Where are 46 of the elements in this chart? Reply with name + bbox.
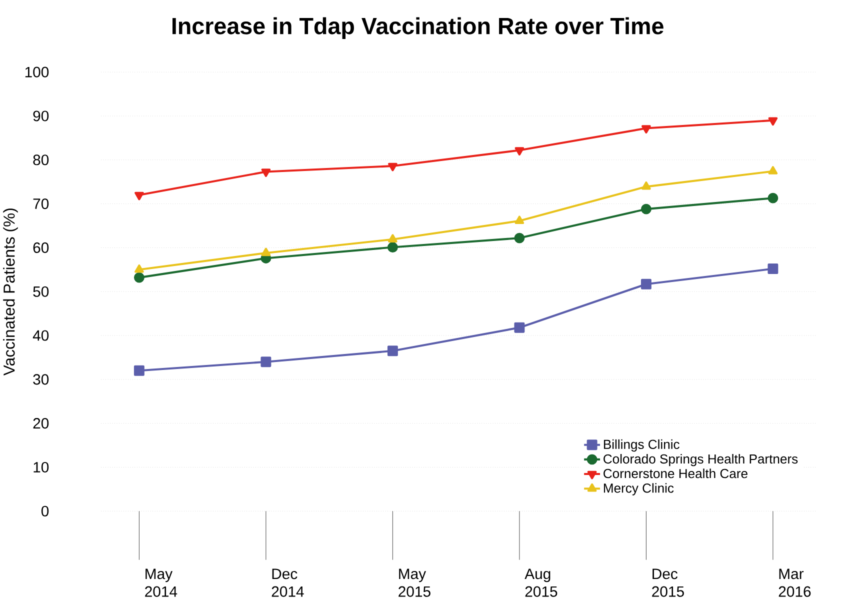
y-tick-label: 30 bbox=[33, 374, 49, 385]
point bbox=[768, 192, 778, 204]
x-tick-label: Aug 2015 bbox=[524, 568, 558, 597]
point bbox=[260, 356, 272, 368]
chart-title: Increase in Tdap Vaccination Rate over Time bbox=[172, 17, 664, 39]
point bbox=[642, 125, 651, 134]
x-tick-label: May 2015 bbox=[398, 568, 430, 597]
point bbox=[387, 242, 398, 252]
legend-label: Billings Clinic bbox=[604, 439, 680, 452]
point bbox=[134, 264, 144, 273]
point bbox=[514, 322, 525, 333]
point bbox=[387, 346, 398, 356]
y-axis-title: Vaccinated Patients (%) bbox=[3, 208, 18, 376]
y-tick-label: 50 bbox=[33, 286, 49, 297]
point bbox=[388, 234, 398, 242]
point bbox=[261, 168, 271, 177]
point bbox=[768, 264, 778, 274]
x-tick-label: Dec 2015 bbox=[652, 568, 684, 597]
y-tick-label: 40 bbox=[32, 330, 49, 341]
point bbox=[642, 181, 651, 190]
y-tick-label: 60 bbox=[33, 242, 49, 253]
point bbox=[388, 162, 398, 172]
y-tick-label: 0 bbox=[41, 506, 49, 516]
point bbox=[134, 192, 144, 200]
y-tick-label: 70 bbox=[33, 198, 49, 210]
legend-label: Mercy Clinic bbox=[604, 483, 674, 496]
point bbox=[134, 272, 144, 283]
point bbox=[768, 117, 778, 126]
legend-label: Colorado Springs Health Partners bbox=[604, 454, 798, 466]
point bbox=[640, 204, 652, 214]
point bbox=[640, 278, 652, 290]
point bbox=[514, 232, 525, 244]
point bbox=[768, 166, 778, 174]
x-tick-label: Mar 2016 bbox=[778, 568, 811, 597]
point bbox=[261, 248, 271, 256]
point bbox=[134, 365, 144, 376]
y-tick-label: 100 bbox=[25, 66, 49, 78]
point bbox=[514, 147, 524, 156]
legend-label: Cornerstone Health Care bbox=[604, 468, 748, 478]
y-tick-label: 10 bbox=[34, 462, 49, 473]
x-tick-label: May 2014 bbox=[145, 568, 178, 597]
y-tick-label: 20 bbox=[33, 418, 49, 429]
y-tick-label: 90 bbox=[33, 110, 49, 122]
x-tick-label: Dec 2014 bbox=[272, 568, 304, 597]
point bbox=[514, 216, 524, 224]
y-tick-label: 80 bbox=[33, 154, 49, 166]
